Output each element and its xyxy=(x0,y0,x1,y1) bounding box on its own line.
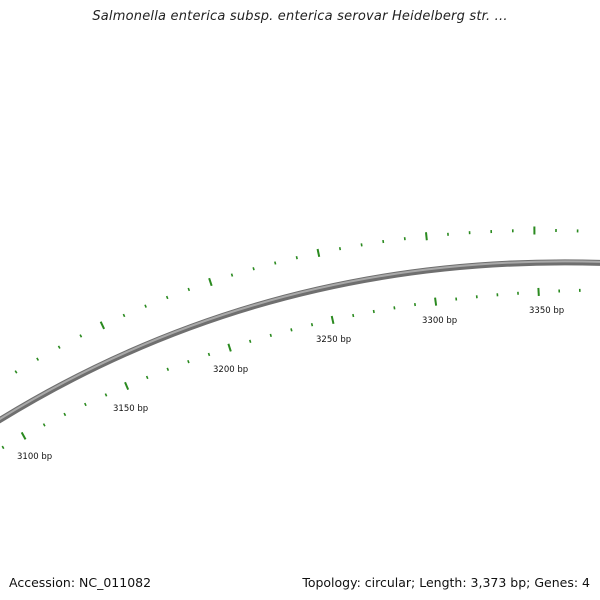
minor-tick xyxy=(187,359,190,364)
major-tick xyxy=(208,277,213,287)
plasmid-title: Salmonella enterica subsp. enterica sero… xyxy=(92,9,508,24)
major-tick xyxy=(124,381,130,391)
minor-tick xyxy=(274,261,277,265)
minor-tick xyxy=(310,323,314,327)
minor-tick xyxy=(104,393,108,397)
minor-tick xyxy=(393,306,396,310)
minor-tick xyxy=(14,370,18,374)
accession-label: Accession: NC_011082 xyxy=(9,575,152,590)
minor-tick xyxy=(249,339,252,343)
minor-tick xyxy=(145,375,149,380)
major-tick xyxy=(20,431,27,440)
minor-tick xyxy=(144,304,147,308)
topology-summary: Topology: circular; Length: 3,373 bp; Ge… xyxy=(302,575,590,590)
major-tick xyxy=(99,321,106,330)
minor-tick xyxy=(57,345,61,349)
position-label: 3350 bp xyxy=(529,306,564,316)
position-label-group: 3100 bp 3150 bp 3200 bp 3250 bp 3300 bp 3350 … xyxy=(17,306,564,462)
minor-tick xyxy=(372,309,375,314)
major-tick xyxy=(424,232,428,241)
minor-tick xyxy=(187,287,191,292)
position-label: 3150 bp xyxy=(113,404,148,414)
minor-tick xyxy=(230,273,234,277)
position-label: 3200 bp xyxy=(213,365,248,375)
minor-tick xyxy=(42,423,46,427)
minor-tick xyxy=(79,334,83,338)
major-tick xyxy=(316,248,321,258)
outer-tick-ring xyxy=(14,226,579,374)
minor-tick xyxy=(207,352,211,357)
major-tick xyxy=(434,297,438,306)
minor-tick xyxy=(84,402,87,407)
position-label: 3250 bp xyxy=(316,335,351,345)
minor-tick xyxy=(290,328,293,332)
minor-tick xyxy=(166,367,170,371)
backbone-arc xyxy=(0,259,600,424)
position-label: 3100 bp xyxy=(17,452,52,462)
minor-tick xyxy=(165,295,169,300)
major-tick xyxy=(330,315,335,325)
minor-tick xyxy=(36,357,40,361)
minor-tick xyxy=(122,313,126,318)
major-tick xyxy=(227,343,232,352)
minor-tick xyxy=(352,313,355,318)
minor-tick xyxy=(338,247,342,251)
backbone-arc-highlight xyxy=(0,260,600,421)
inner-tick-ring xyxy=(1,287,581,450)
minor-tick xyxy=(269,333,272,338)
minor-tick xyxy=(63,412,67,417)
minor-tick xyxy=(1,445,5,450)
minor-tick xyxy=(252,267,255,271)
minor-tick xyxy=(295,256,298,260)
position-label: 3300 bp xyxy=(422,316,457,326)
